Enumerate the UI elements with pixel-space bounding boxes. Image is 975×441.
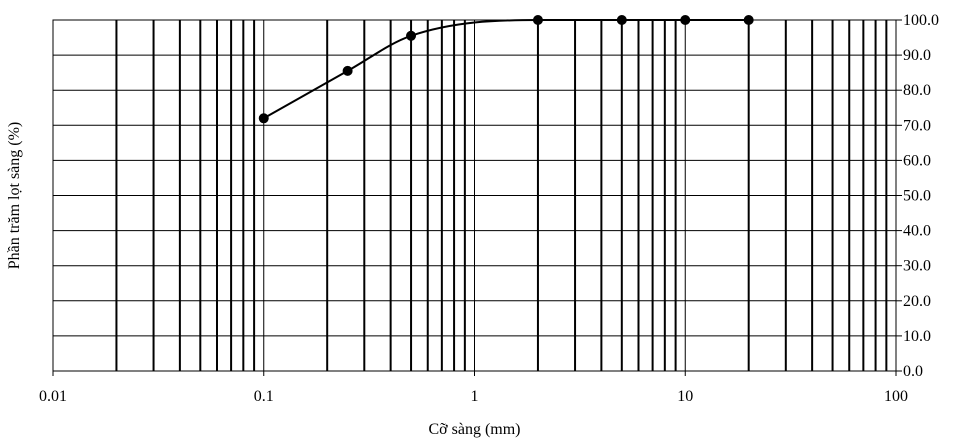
x-tick-label: 0.01	[39, 388, 67, 405]
data-point	[616, 15, 627, 25]
y-tick-label: 10.0	[903, 328, 931, 345]
y-tick-label: 70.0	[903, 117, 931, 134]
y-axis-ticks: 0.0 10.0 20.0 30.0 40.0 50.0 60.0 70.0 80.0 90.0 1…	[896, 12, 939, 380]
data-point	[680, 15, 691, 25]
x-tick-label: 10	[677, 388, 693, 405]
x-tick-label: 0.1	[254, 388, 274, 405]
y-axis-title: Phần trăm lọt sàng (%)	[6, 122, 23, 270]
y-tick-label: 50.0	[903, 188, 931, 205]
y-tick-label: 40.0	[903, 223, 931, 240]
y-tick-label: 0.0	[903, 363, 923, 380]
data-point	[406, 30, 417, 41]
y-tick-label: 60.0	[903, 152, 931, 169]
data-series	[258, 15, 754, 124]
y-tick-label: 80.0	[903, 82, 931, 99]
x-tick-label: 1	[471, 388, 479, 405]
y-tick-label: 20.0	[903, 293, 931, 310]
data-point	[743, 15, 754, 25]
y-tick-label: 90.0	[903, 47, 931, 64]
x-tick-label: 100	[884, 388, 908, 405]
x-axis-ticks: 0.01 0.1 1 10 100	[39, 371, 908, 405]
x-axis-title: Cỡ sàng (mm)	[428, 421, 520, 438]
data-point	[532, 15, 543, 25]
y-tick-label: 100.0	[903, 12, 939, 29]
data-point	[342, 65, 353, 76]
y-tick-label: 30.0	[903, 258, 931, 275]
horizontal-gridlines	[53, 54, 896, 337]
data-point	[258, 113, 269, 124]
